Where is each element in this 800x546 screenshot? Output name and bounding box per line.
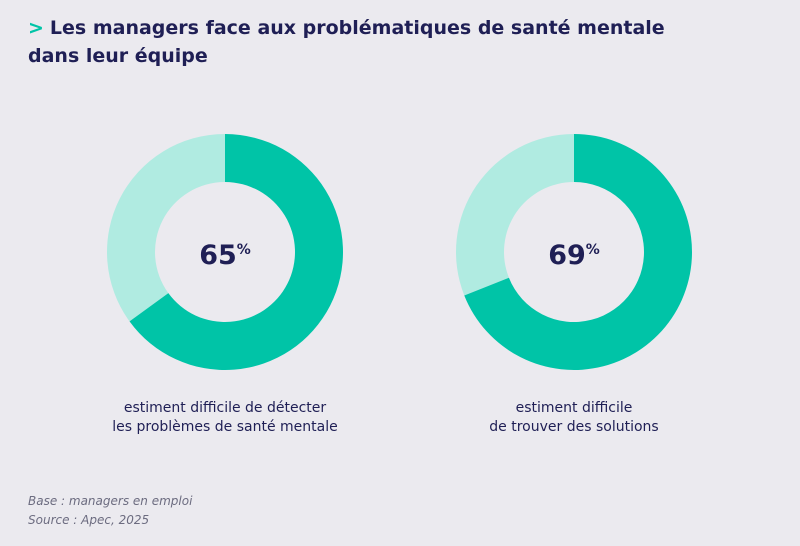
value-label: 65% (199, 240, 251, 271)
base-note: Base : managers en emploi (28, 494, 193, 508)
value-label: 69% (548, 240, 600, 271)
donut-segment (464, 134, 693, 371)
donut-segment (129, 134, 343, 370)
caption: estiment difficile de détecter (124, 400, 327, 416)
caption: les problèmes de santé mentale (112, 419, 337, 435)
value-number: 65 (199, 240, 237, 271)
donut-track (106, 134, 225, 322)
title-block: > Les managers face aux problématiques de… (28, 14, 688, 70)
value-unit: % (237, 242, 251, 258)
title-marker: > (28, 17, 44, 39)
value-unit: % (586, 242, 600, 258)
source-note: Source : Apec, 2025 (28, 513, 149, 527)
title: Les managers face aux problématiques de … (28, 17, 665, 67)
caption: de trouver des solutions (489, 419, 658, 435)
value-number: 69 (548, 240, 586, 271)
donut-track (456, 134, 574, 296)
caption: estiment difficile (516, 400, 633, 416)
